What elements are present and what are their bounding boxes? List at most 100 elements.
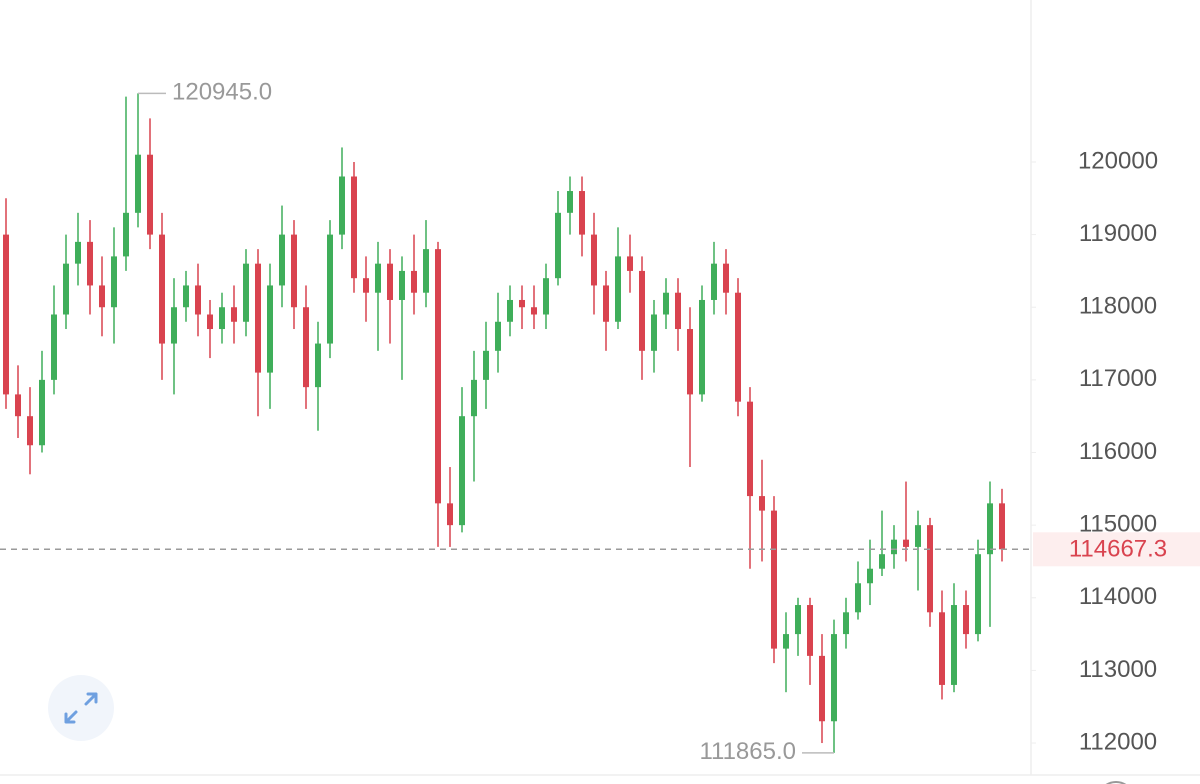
candle-body: [603, 285, 609, 322]
candle-body: [63, 263, 69, 315]
candle-body: [255, 263, 261, 373]
candle-body: [375, 263, 381, 293]
candle-body: [87, 241, 93, 286]
candle-body: [3, 234, 9, 395]
candle-body: [891, 539, 897, 555]
candle-body: [243, 263, 249, 322]
candle-body: [279, 234, 285, 286]
y-tick-label: 117000: [1079, 365, 1157, 392]
candle-body: [723, 263, 729, 293]
candle-body: [423, 249, 429, 293]
candle-body: [675, 292, 681, 330]
candle-body: [615, 256, 621, 322]
candle-body: [339, 176, 345, 235]
candle-body: [195, 285, 201, 315]
candle-body: [999, 503, 1005, 550]
candle-body: [315, 343, 321, 388]
candle-body: [963, 605, 969, 635]
candle-body: [327, 234, 333, 344]
candle-body: [183, 285, 189, 308]
candle-body: [135, 154, 141, 213]
candle-body: [939, 612, 945, 685]
candle-body: [363, 278, 369, 293]
corner-icon[interactable]: [1098, 781, 1134, 784]
last-price-badge: [1033, 532, 1200, 567]
y-tick-label: 120000: [1078, 147, 1158, 174]
candle-body: [291, 234, 297, 308]
candle-body: [627, 256, 633, 271]
candle-body: [495, 321, 501, 351]
expand-button-bg[interactable]: [48, 675, 114, 741]
y-tick-label: 116000: [1079, 438, 1157, 465]
expand-button[interactable]: [48, 675, 114, 741]
candle-body: [123, 212, 129, 257]
candle-body: [879, 554, 885, 569]
candle-body: [411, 270, 417, 293]
candle-body: [231, 307, 237, 322]
candle-body: [555, 212, 561, 279]
candle-body: [843, 612, 849, 635]
y-tick-label: 113000: [1079, 656, 1157, 683]
candle-body: [531, 307, 537, 315]
candle-body: [351, 176, 357, 279]
candle-body: [951, 605, 957, 685]
y-tick-label: 112000: [1079, 728, 1157, 755]
candle-body: [303, 307, 309, 388]
candle-body: [735, 292, 741, 402]
candle-body: [759, 496, 765, 511]
candle-body: [831, 634, 837, 722]
candle-body: [159, 234, 165, 344]
candle-body: [867, 568, 873, 584]
candle-body: [639, 270, 645, 351]
candle-body: [27, 416, 33, 446]
candle-body: [399, 270, 405, 300]
candle-body: [147, 154, 153, 235]
expand-icon[interactable]: [64, 692, 98, 724]
candle-body: [387, 263, 393, 300]
high-label: 120945.0: [172, 79, 272, 106]
candle-body: [39, 379, 45, 446]
y-tick-label: 114000: [1079, 583, 1157, 610]
candle-body: [591, 234, 597, 286]
candle-body: [987, 503, 993, 555]
candle-body: [51, 314, 57, 380]
candle-body: [483, 350, 489, 380]
candle-body: [783, 634, 789, 649]
candle-body: [651, 314, 657, 351]
candle-body: [855, 583, 861, 613]
candle-body: [579, 191, 585, 235]
candle-body: [687, 329, 693, 395]
y-tick-label: 118000: [1079, 293, 1157, 320]
candle-body: [171, 307, 177, 344]
candle-body: [711, 263, 717, 300]
candle-body: [567, 191, 573, 213]
candle-body: [699, 299, 705, 395]
candle-body: [15, 394, 21, 417]
candle-body: [915, 525, 921, 547]
candle-body: [903, 539, 909, 547]
candle-body: [807, 605, 813, 656]
candle-body: [747, 401, 753, 497]
y-tick-label: 119000: [1079, 220, 1157, 247]
candle-body: [471, 379, 477, 417]
candle-body: [543, 278, 549, 315]
candle-body: [111, 256, 117, 308]
candle-body: [207, 314, 213, 330]
candle-body: [99, 285, 105, 308]
last-price-label: 114667.3: [1069, 536, 1167, 563]
candle-body: [819, 655, 825, 722]
candle-body: [519, 299, 525, 308]
candle-body: [435, 249, 441, 504]
candle-body: [507, 299, 513, 322]
candle-body: [75, 241, 81, 264]
low-label: 111865.0: [699, 738, 796, 765]
candle-body: [927, 525, 933, 613]
candle-body: [795, 605, 801, 635]
candle-body: [663, 292, 669, 315]
candle-body: [447, 503, 453, 526]
candle-body: [459, 416, 465, 526]
candle-body: [267, 285, 273, 373]
candle-body: [771, 510, 777, 649]
